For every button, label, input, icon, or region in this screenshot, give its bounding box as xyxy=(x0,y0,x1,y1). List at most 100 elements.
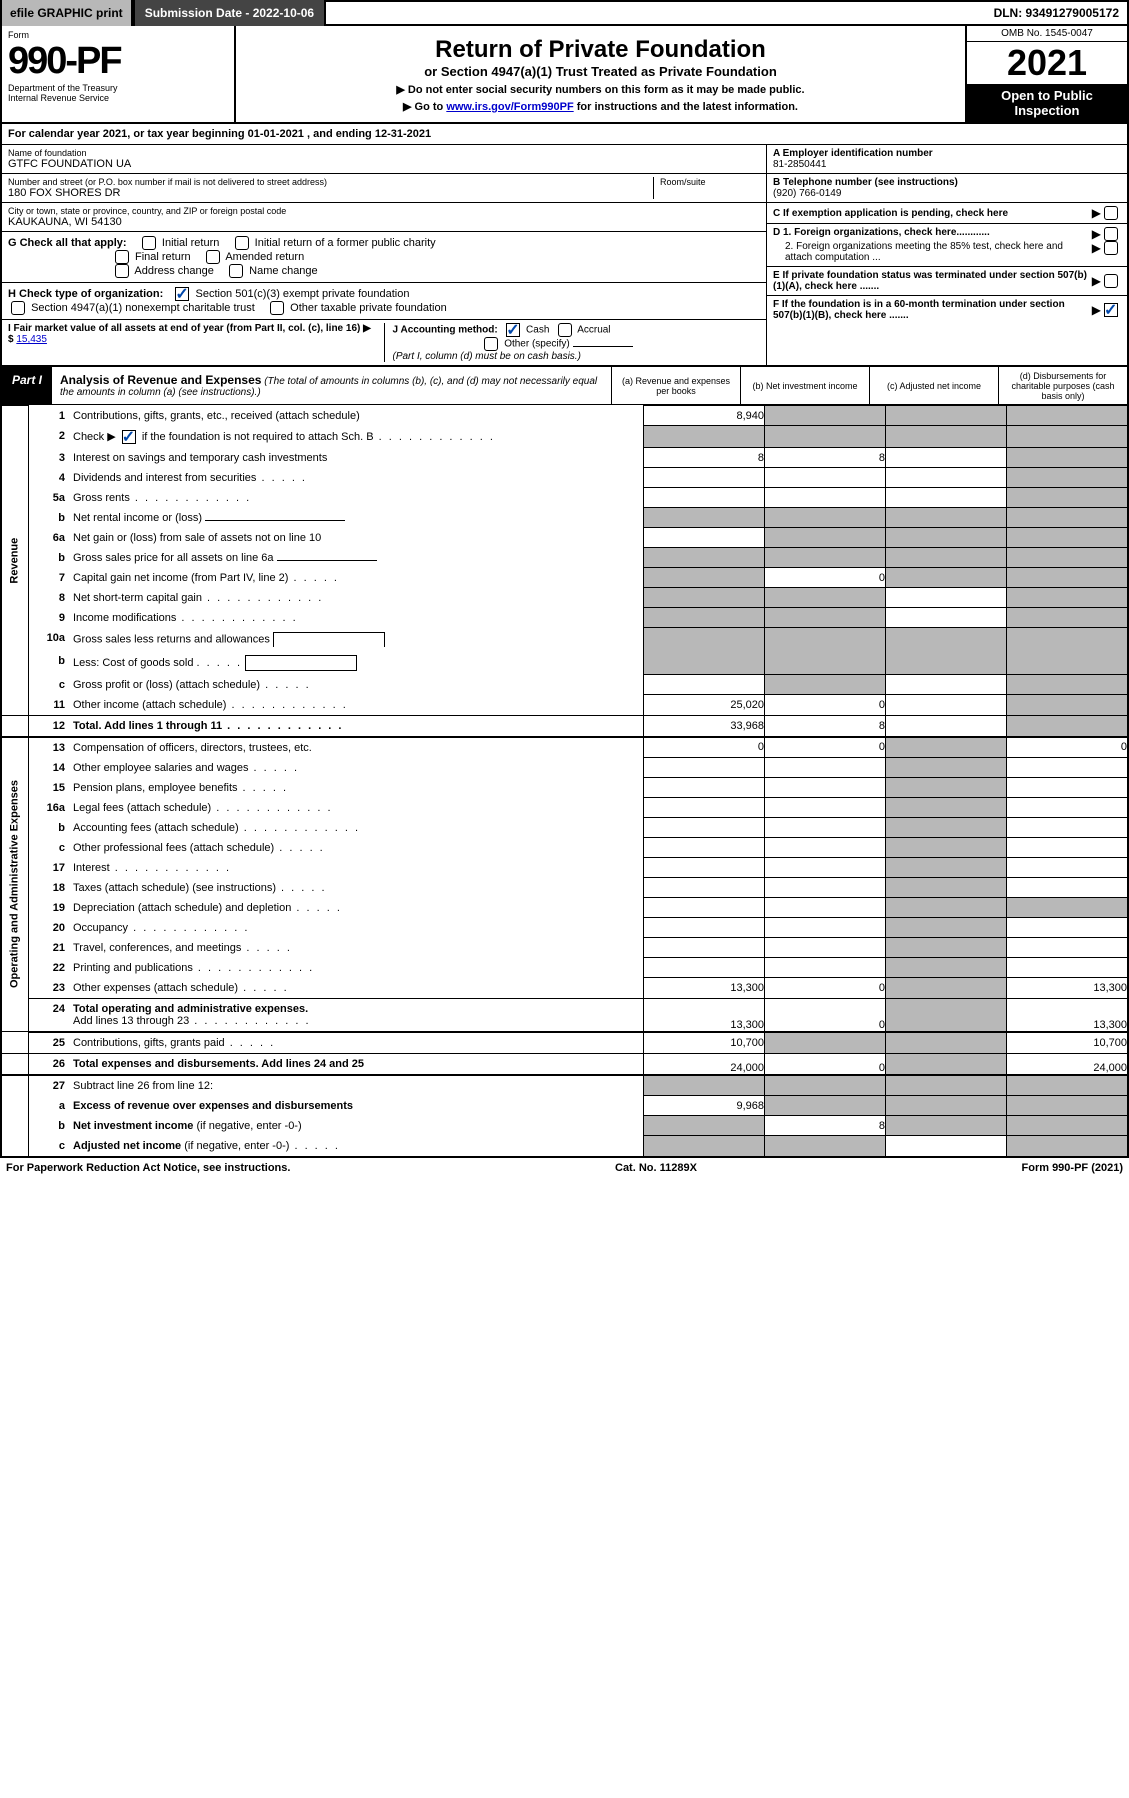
section-h: H Check type of organization: Section 50… xyxy=(2,283,766,320)
form-header-right: OMB No. 1545-0047 2021 Open to Public In… xyxy=(965,26,1127,122)
v-13a: 0 xyxy=(644,737,765,758)
v-1b xyxy=(765,406,886,426)
h-label: H Check type of organization: xyxy=(8,288,163,300)
checkbox-schb[interactable] xyxy=(122,430,136,444)
h-opt-3: Other taxable private foundation xyxy=(290,302,447,314)
col-b-head: (b) Net investment income xyxy=(740,367,869,404)
v-24a: 13,300 xyxy=(644,998,765,1032)
checkbox-e[interactable] xyxy=(1104,274,1118,288)
checkbox-address-change[interactable] xyxy=(115,264,129,278)
d-10c: Gross profit or (loss) (attach schedule) xyxy=(71,675,643,695)
checkbox-4947a1[interactable] xyxy=(11,301,25,315)
v-23b: 0 xyxy=(765,978,886,999)
expenses-section-label: Operating and Administrative Expenses xyxy=(1,737,29,1032)
j-note: (Part I, column (d) must be on cash basi… xyxy=(393,351,581,362)
v-1d xyxy=(1007,406,1129,426)
row-24: 24Total operating and administrative exp… xyxy=(1,998,1128,1032)
n-5b: b xyxy=(29,508,71,528)
checkbox-initial-former[interactable] xyxy=(235,236,249,250)
checkbox-initial-return[interactable] xyxy=(142,236,156,250)
arrow-icon: ▶ xyxy=(1092,303,1101,317)
v-1c xyxy=(886,406,1007,426)
part1-header: Part I Analysis of Revenue and Expenses … xyxy=(0,367,1129,405)
city-label: City or town, state or province, country… xyxy=(8,206,760,216)
part1-title: Analysis of Revenue and Expenses xyxy=(60,373,261,387)
a-cell: A Employer identification number 81-2850… xyxy=(767,145,1127,174)
cal-begin: 01-01-2021 xyxy=(248,128,304,140)
row-23: 23Other expenses (attach schedule) 13,30… xyxy=(1,978,1128,999)
footer-left: For Paperwork Reduction Act Notice, see … xyxy=(6,1162,290,1174)
checkbox-other-method[interactable] xyxy=(484,337,498,351)
room-label: Room/suite xyxy=(660,177,760,187)
v-23d: 13,300 xyxy=(1007,978,1129,999)
n-12: 12 xyxy=(29,716,71,736)
info-left: Name of foundation GTFC FOUNDATION UA Nu… xyxy=(2,145,766,365)
row-13: Operating and Administrative Expenses 13… xyxy=(1,737,1128,758)
v-12a: 33,968 xyxy=(644,715,765,737)
n-22: 22 xyxy=(29,958,71,978)
checkbox-accrual[interactable] xyxy=(558,323,572,337)
n-10b: b xyxy=(29,651,71,675)
row-16a: 16aLegal fees (attach schedule) xyxy=(1,798,1128,818)
cal-pre: For calendar year 2021, or tax year begi… xyxy=(8,128,248,140)
form-instr-2: ▶ Go to www.irs.gov/Form990PF for instru… xyxy=(246,100,955,113)
row-17: 17Interest xyxy=(1,858,1128,878)
row-20: 20Occupancy xyxy=(1,918,1128,938)
cal-mid: , and ending xyxy=(304,128,375,140)
n-9: 9 xyxy=(29,608,71,628)
d-3: Interest on savings and temporary cash i… xyxy=(71,448,643,468)
tax-year: 2021 xyxy=(967,42,1127,84)
n-5a: 5a xyxy=(29,488,71,508)
form-number: 990-PF xyxy=(8,40,228,83)
v-12b: 8 xyxy=(765,715,886,737)
h-opt-2: Section 4947(a)(1) nonexempt charitable … xyxy=(31,302,255,314)
irs-link[interactable]: www.irs.gov/Form990PF xyxy=(446,101,573,113)
checkbox-cash[interactable] xyxy=(506,323,520,337)
v-27bb: 8 xyxy=(765,1116,886,1136)
n-10c: c xyxy=(29,675,71,695)
checkbox-501c3[interactable] xyxy=(175,287,189,301)
d-cell: D 1. Foreign organizations, check here..… xyxy=(767,224,1127,267)
n-18: 18 xyxy=(29,878,71,898)
efile-print-button[interactable]: efile GRAPHIC print xyxy=(2,0,133,26)
n-23: 23 xyxy=(29,978,71,998)
checkbox-c[interactable] xyxy=(1104,206,1118,220)
form-header: Form 990-PF Department of the Treasury I… xyxy=(0,26,1129,124)
checkbox-final-return[interactable] xyxy=(115,250,129,264)
j-other: Other (specify) xyxy=(504,339,570,350)
d-27: Subtract line 26 from line 12: xyxy=(71,1076,643,1096)
city-cell: City or town, state or province, country… xyxy=(2,203,766,232)
d-6a: Net gain or (loss) from sale of assets n… xyxy=(71,528,643,548)
checkbox-name-change[interactable] xyxy=(229,264,243,278)
checkbox-d2[interactable] xyxy=(1104,241,1118,255)
v-25a: 10,700 xyxy=(644,1032,765,1054)
n-26: 26 xyxy=(29,1054,71,1074)
d-11: Other income (attach schedule) xyxy=(71,695,643,715)
f-cell: F If the foundation is in a 60-month ter… xyxy=(767,296,1127,324)
fmv-link[interactable]: 15,435 xyxy=(16,334,47,345)
form-instr-1: ▶ Do not enter social security numbers o… xyxy=(246,83,955,96)
b-label: B Telephone number (see instructions) xyxy=(773,177,1121,188)
arrow-icon: ▶ xyxy=(1092,274,1101,288)
checkbox-f[interactable] xyxy=(1104,303,1118,317)
n-2: 2 xyxy=(29,426,71,448)
checkbox-d1[interactable] xyxy=(1104,227,1118,241)
open-to-public-badge: Open to Public Inspection xyxy=(967,84,1127,122)
checkbox-other-taxable[interactable] xyxy=(270,301,284,315)
d-2-post: if the foundation is not required to att… xyxy=(139,431,374,443)
foundation-city: KAUKAUNA, WI 54130 xyxy=(8,216,760,228)
d-16c: Other professional fees (attach schedule… xyxy=(71,838,643,858)
n-20: 20 xyxy=(29,918,71,938)
cal-end: 12-31-2021 xyxy=(375,128,431,140)
d-5a: Gross rents xyxy=(71,488,643,508)
g-label: G Check all that apply: xyxy=(8,237,127,249)
row-3: 3Interest on savings and temporary cash … xyxy=(1,448,1128,468)
footer-mid: Cat. No. 11289X xyxy=(615,1162,697,1174)
other-specify-line xyxy=(573,346,633,347)
checkbox-amended-return[interactable] xyxy=(206,250,220,264)
col-a-head: (a) Revenue and expenses per books xyxy=(611,367,740,404)
info-grid: Name of foundation GTFC FOUNDATION UA Nu… xyxy=(0,144,1129,367)
d-4: Dividends and interest from securities xyxy=(71,468,643,488)
section-ij: I Fair market value of all assets at end… xyxy=(2,320,766,365)
g-opt-0: Initial return xyxy=(162,237,219,249)
